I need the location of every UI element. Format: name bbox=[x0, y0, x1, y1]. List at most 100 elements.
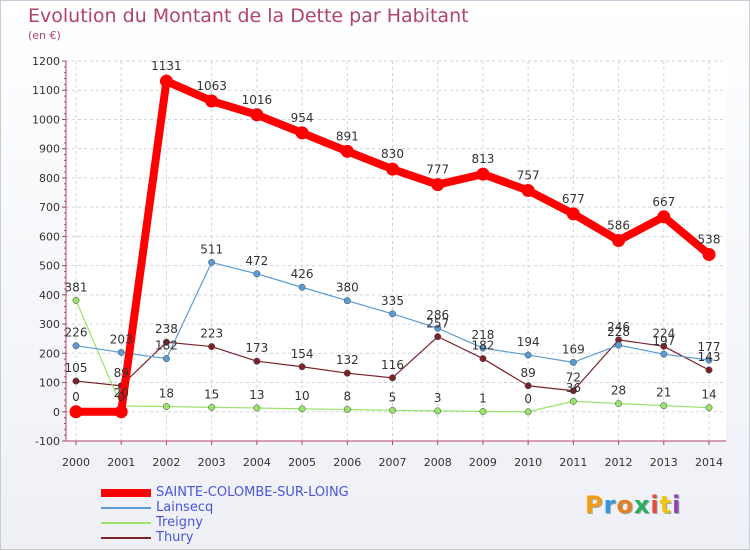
data-point bbox=[660, 402, 668, 410]
data-point bbox=[72, 342, 80, 350]
data-label: 1063 bbox=[196, 79, 227, 93]
x-tick-label: 2012 bbox=[605, 456, 633, 469]
data-point bbox=[615, 400, 623, 408]
logo-letter: x bbox=[633, 491, 651, 519]
data-label: 13 bbox=[249, 388, 264, 402]
logo-letter: t bbox=[659, 491, 673, 519]
data-label: 667 bbox=[652, 195, 675, 209]
data-point bbox=[524, 382, 532, 390]
legend-item: Treigny bbox=[101, 515, 349, 530]
legend-label: Lainsecq bbox=[156, 500, 214, 515]
y-tick-label: 0 bbox=[53, 406, 60, 419]
data-label: 224 bbox=[652, 326, 675, 340]
legend-swatch bbox=[101, 521, 151, 524]
y-tick-label: 200 bbox=[39, 347, 60, 360]
data-label: 1 bbox=[479, 391, 487, 405]
data-label: 511 bbox=[200, 242, 223, 256]
series-2 bbox=[72, 296, 713, 416]
legend-item: Thury bbox=[101, 530, 349, 545]
data-point bbox=[298, 283, 306, 291]
x-tick-label: 2007 bbox=[379, 456, 407, 469]
data-label: 15 bbox=[204, 387, 219, 401]
legend-item: Lainsecq bbox=[101, 500, 349, 515]
x-tick-label: 2010 bbox=[514, 456, 542, 469]
data-label: 777 bbox=[426, 163, 449, 177]
series-3 bbox=[72, 333, 713, 395]
legend: SAINTE-COLOMBE-SUR-LOING Lainsecq Treigny T… bbox=[101, 485, 349, 545]
data-label: 132 bbox=[336, 353, 359, 367]
data-label: 203 bbox=[110, 332, 133, 346]
data-point bbox=[566, 207, 580, 221]
data-point bbox=[657, 210, 671, 224]
data-label: 143 bbox=[698, 350, 721, 364]
data-point bbox=[524, 351, 532, 359]
data-point bbox=[479, 355, 487, 363]
data-label: 286 bbox=[426, 308, 449, 322]
data-point bbox=[389, 310, 396, 318]
y-tick-label: 100 bbox=[39, 377, 60, 390]
data-label: 5 bbox=[389, 390, 397, 404]
legend-label: SAINTE-COLOMBE-SUR-LOING bbox=[156, 485, 349, 500]
legend-label: Treigny bbox=[156, 515, 203, 530]
logo-letter: P bbox=[585, 491, 604, 519]
x-tick-label: 2000 bbox=[62, 456, 90, 469]
x-tick-label: 2005 bbox=[288, 456, 316, 469]
y-tick-label: 500 bbox=[39, 260, 60, 273]
data-point bbox=[253, 357, 261, 365]
data-label: 10 bbox=[294, 389, 309, 403]
y-tick-label: 900 bbox=[39, 143, 60, 156]
data-label: 257 bbox=[426, 317, 449, 331]
data-label: 223 bbox=[200, 327, 223, 341]
data-point bbox=[162, 355, 170, 363]
data-label: 0 bbox=[524, 392, 532, 406]
data-point bbox=[159, 74, 173, 88]
data-point bbox=[524, 408, 532, 416]
x-tick-label: 2014 bbox=[695, 456, 723, 469]
data-label: 173 bbox=[245, 341, 268, 355]
data-label: 105 bbox=[65, 361, 88, 375]
data-label: 8 bbox=[343, 389, 351, 403]
data-point bbox=[298, 363, 306, 371]
x-tick-label: 2001 bbox=[107, 456, 135, 469]
data-point bbox=[476, 167, 490, 181]
y-tick-label: 800 bbox=[39, 172, 60, 185]
y-tick-label: 1000 bbox=[32, 113, 60, 126]
legend-item: SAINTE-COLOMBE-SUR-LOING bbox=[101, 485, 349, 500]
data-label: 757 bbox=[517, 168, 540, 182]
x-tick-label: 2006 bbox=[333, 456, 361, 469]
logo-letter: i bbox=[672, 491, 682, 519]
data-point bbox=[117, 348, 125, 356]
data-point bbox=[389, 374, 396, 382]
data-point bbox=[69, 405, 83, 419]
data-label: 426 bbox=[291, 267, 314, 281]
data-label: 116 bbox=[381, 358, 404, 372]
data-point bbox=[208, 343, 216, 351]
data-label: 954 bbox=[291, 111, 314, 125]
data-point bbox=[431, 178, 445, 192]
data-label: 177 bbox=[698, 340, 721, 354]
data-point bbox=[343, 405, 351, 413]
data-label: 380 bbox=[336, 281, 359, 295]
data-point bbox=[389, 406, 396, 414]
data-label: 14 bbox=[701, 388, 716, 402]
data-label: 226 bbox=[65, 326, 88, 340]
data-label: 72 bbox=[566, 371, 581, 385]
x-tick-label: 2002 bbox=[152, 456, 180, 469]
data-point bbox=[343, 297, 351, 305]
y-tick-label: 600 bbox=[39, 230, 60, 243]
data-point bbox=[612, 233, 626, 247]
data-point bbox=[434, 324, 442, 332]
data-label: 677 bbox=[562, 192, 585, 206]
y-tick-label: -100 bbox=[35, 435, 60, 448]
data-point bbox=[208, 403, 216, 411]
data-label: 36 bbox=[566, 381, 581, 395]
data-label: 335 bbox=[381, 294, 404, 308]
data-label: 89 bbox=[521, 366, 536, 380]
data-point bbox=[253, 270, 261, 278]
data-point bbox=[162, 338, 170, 346]
series-1 bbox=[72, 258, 713, 366]
data-label: 0 bbox=[72, 390, 80, 404]
y-tick-label: 1200 bbox=[32, 55, 60, 68]
